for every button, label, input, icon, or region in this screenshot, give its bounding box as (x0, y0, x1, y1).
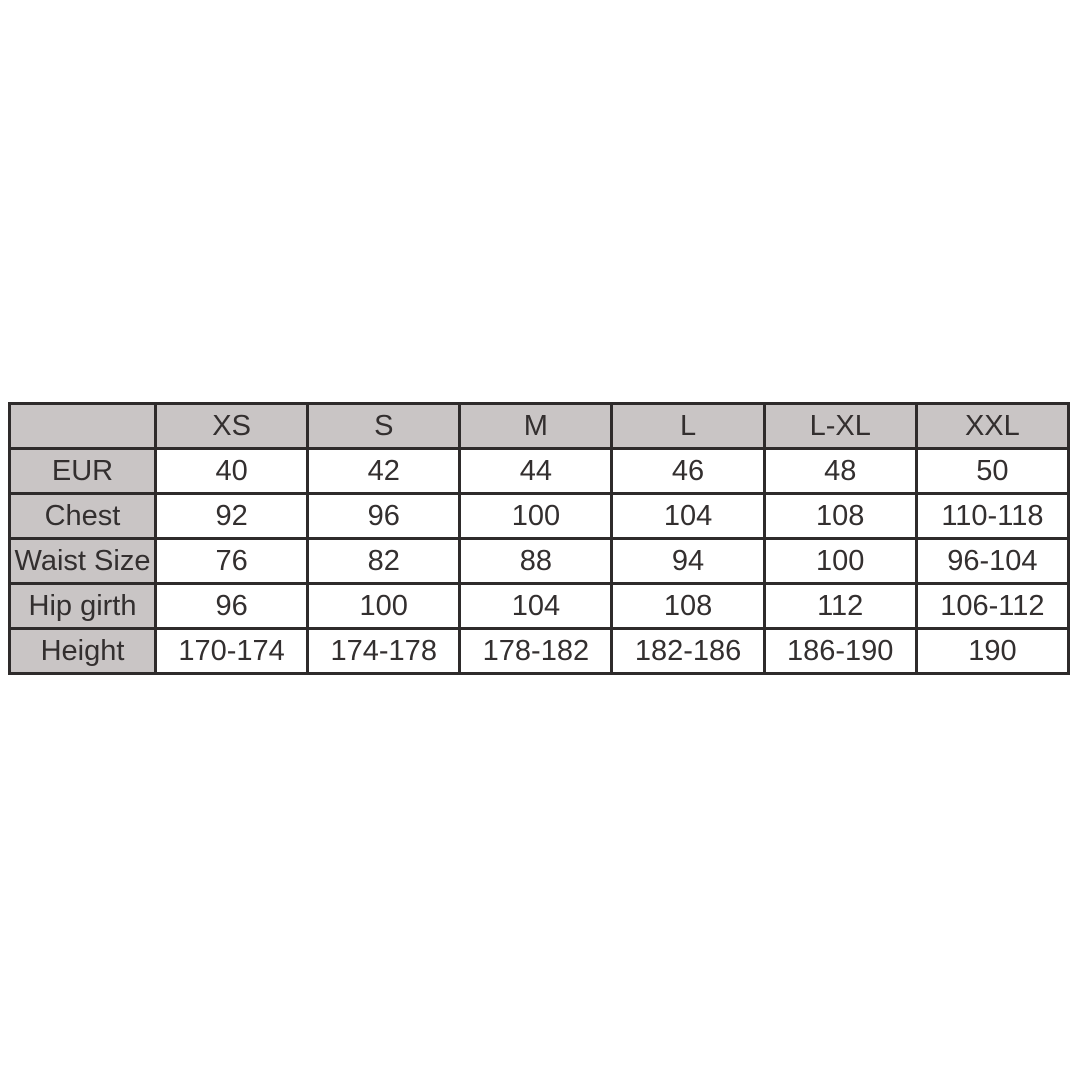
row-label: EUR (8, 447, 157, 495)
row-label: Hip girth (8, 582, 157, 630)
table-cell: 50 (914, 447, 1071, 495)
header-row: XS S M L L-XL XXL (8, 402, 1071, 450)
row-label: Waist Size (8, 537, 157, 585)
table-cell: 108 (610, 582, 766, 630)
table-row: Chest 92 96 100 104 108 110-118 (8, 492, 1071, 540)
table-cell: 110-118 (914, 492, 1071, 540)
table-cell: 96-104 (914, 537, 1071, 585)
table-cell: 46 (610, 447, 766, 495)
table-cell: 100 (762, 537, 918, 585)
table-cell: 96 (306, 492, 462, 540)
table-cell: 82 (306, 537, 462, 585)
table-cell: 96 (153, 582, 310, 630)
column-header-m: M (458, 402, 614, 450)
table-cell: 178-182 (458, 627, 614, 675)
column-header-xs: XS (153, 402, 310, 450)
table-cell: 40 (153, 447, 310, 495)
table-cell: 186-190 (762, 627, 918, 675)
table-cell: 190 (914, 627, 1071, 675)
table-cell: 92 (153, 492, 310, 540)
column-header-l: L (610, 402, 766, 450)
column-header-s: S (306, 402, 462, 450)
table-row: Height 170-174 174-178 178-182 182-186 186-19… (8, 627, 1071, 675)
table-cell: 48 (762, 447, 918, 495)
table-cell: 104 (458, 582, 614, 630)
table-cell: 42 (306, 447, 462, 495)
table-cell: 44 (458, 447, 614, 495)
table-cell: 100 (306, 582, 462, 630)
table-cell: 108 (762, 492, 918, 540)
table-cell: 104 (610, 492, 766, 540)
row-label: Height (8, 627, 157, 675)
table-cell: 88 (458, 537, 614, 585)
size-chart-table: XS S M L L-XL XXL EUR 40 42 44 46 48 50 Chest 92 96 100… (8, 402, 1071, 675)
table-row: Waist Size 76 82 88 94 100 96-104 (8, 537, 1071, 585)
table-row: EUR 40 42 44 46 48 50 (8, 447, 1071, 495)
table-cell: 174-178 (306, 627, 462, 675)
table-cell: 106-112 (914, 582, 1071, 630)
size-chart-header: XS S M L L-XL XXL (8, 402, 1071, 450)
table-cell: 182-186 (610, 627, 766, 675)
column-header-xxl: XXL (914, 402, 1071, 450)
table-cell: 112 (762, 582, 918, 630)
size-chart-body: EUR 40 42 44 46 48 50 Chest 92 96 100 104 108 110-118… (8, 447, 1071, 675)
column-header-l-xl: L-XL (762, 402, 918, 450)
table-cell: 170-174 (153, 627, 310, 675)
table-cell: 76 (153, 537, 310, 585)
table-cell: 94 (610, 537, 766, 585)
table-row: Hip girth 96 100 104 108 112 106-112 (8, 582, 1071, 630)
table-cell: 100 (458, 492, 614, 540)
row-label: Chest (8, 492, 157, 540)
corner-cell (8, 402, 157, 450)
